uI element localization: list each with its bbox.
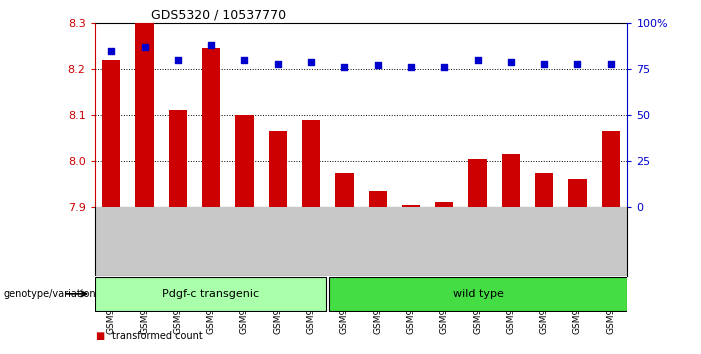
Bar (601, 131, 620, 207)
Text: GDS5320 / 10537770: GDS5320 / 10537770 (151, 9, 286, 22)
Text: transformed count: transformed count (112, 331, 203, 341)
Bar (268, 131, 287, 207)
Bar (402, 205, 420, 207)
Point (538, 61, 550, 66)
Point (605, 61, 616, 66)
Bar (335, 173, 353, 207)
Point (405, 64, 416, 70)
Point (572, 61, 583, 66)
Point (106, 48, 117, 53)
Bar (535, 173, 553, 207)
Point (205, 42, 217, 48)
Point (272, 61, 283, 66)
Text: Pdgf-c transgenic: Pdgf-c transgenic (162, 289, 259, 299)
Bar (569, 179, 587, 207)
Point (139, 44, 150, 50)
Text: ■: ■ (95, 331, 104, 341)
Point (372, 63, 383, 68)
Bar (435, 202, 454, 207)
Bar (202, 48, 220, 207)
Point (239, 57, 250, 63)
Point (172, 57, 184, 63)
Text: genotype/variation: genotype/variation (4, 289, 96, 299)
Point (306, 59, 317, 64)
Point (472, 57, 483, 63)
Point (505, 59, 517, 64)
Bar (102, 60, 121, 207)
Bar (369, 191, 387, 207)
Bar (502, 154, 520, 207)
Bar (236, 115, 254, 207)
Bar (468, 159, 486, 207)
Point (439, 64, 450, 70)
Point (339, 64, 350, 70)
Bar (135, 21, 154, 207)
Bar (95, 277, 326, 311)
Bar (302, 120, 320, 207)
Bar (329, 277, 627, 311)
Bar (169, 110, 187, 207)
Text: wild type: wild type (453, 289, 504, 299)
